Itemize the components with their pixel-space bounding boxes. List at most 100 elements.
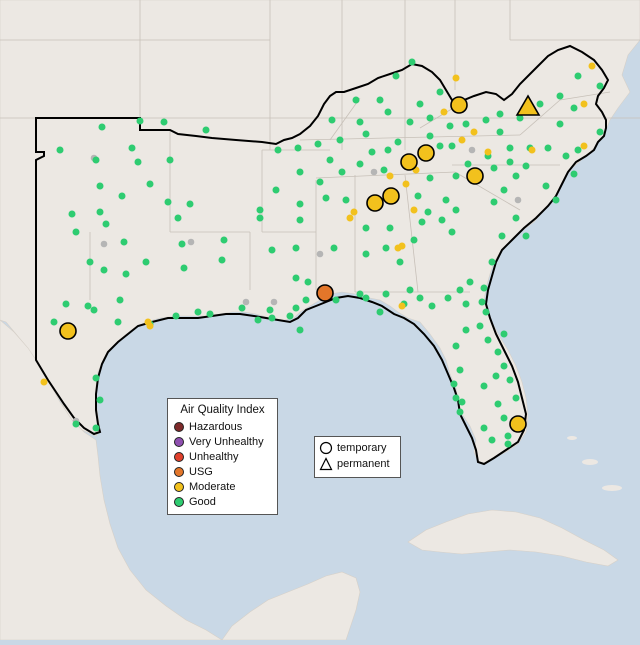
good-site[interactable] — [416, 294, 424, 302]
good-site[interactable] — [160, 118, 168, 126]
moderate-site[interactable] — [402, 180, 410, 188]
temporary-site-moderate[interactable] — [400, 153, 418, 171]
good-site[interactable] — [186, 200, 194, 208]
no-data-site[interactable] — [242, 298, 250, 306]
good-site[interactable] — [506, 144, 514, 152]
good-site[interactable] — [268, 246, 276, 254]
good-site[interactable] — [458, 398, 466, 406]
good-site[interactable] — [462, 326, 470, 334]
good-site[interactable] — [476, 322, 484, 330]
good-site[interactable] — [504, 432, 512, 440]
no-data-site[interactable] — [100, 240, 108, 248]
good-site[interactable] — [356, 290, 364, 298]
moderate-site[interactable] — [346, 214, 354, 222]
good-site[interactable] — [480, 284, 488, 292]
good-site[interactable] — [384, 108, 392, 116]
good-site[interactable] — [356, 118, 364, 126]
good-site[interactable] — [362, 224, 370, 232]
good-site[interactable] — [498, 232, 506, 240]
good-site[interactable] — [96, 182, 104, 190]
moderate-site[interactable] — [528, 146, 536, 154]
good-site[interactable] — [500, 362, 508, 370]
good-site[interactable] — [98, 123, 106, 131]
good-site[interactable] — [254, 316, 262, 324]
good-site[interactable] — [304, 278, 312, 286]
good-site[interactable] — [506, 158, 514, 166]
good-site[interactable] — [512, 172, 520, 180]
moderate-site[interactable] — [146, 322, 154, 330]
good-site[interactable] — [436, 88, 444, 96]
good-site[interactable] — [570, 170, 578, 178]
good-site[interactable] — [342, 196, 350, 204]
good-site[interactable] — [424, 208, 432, 216]
good-site[interactable] — [396, 258, 404, 266]
moderate-site[interactable] — [398, 302, 406, 310]
good-site[interactable] — [394, 138, 402, 146]
moderate-site[interactable] — [588, 62, 596, 70]
good-site[interactable] — [194, 308, 202, 316]
good-site[interactable] — [120, 238, 128, 246]
good-site[interactable] — [480, 382, 488, 390]
good-site[interactable] — [426, 132, 434, 140]
good-site[interactable] — [442, 196, 450, 204]
good-site[interactable] — [180, 264, 188, 272]
good-site[interactable] — [206, 310, 214, 318]
good-site[interactable] — [328, 116, 336, 124]
good-site[interactable] — [448, 228, 456, 236]
good-site[interactable] — [286, 312, 294, 320]
good-site[interactable] — [302, 296, 310, 304]
temporary-site-moderate[interactable] — [450, 96, 468, 114]
good-site[interactable] — [480, 424, 488, 432]
good-site[interactable] — [506, 376, 514, 384]
good-site[interactable] — [362, 294, 370, 302]
good-site[interactable] — [92, 156, 100, 164]
good-site[interactable] — [488, 258, 496, 266]
good-site[interactable] — [292, 274, 300, 282]
good-site[interactable] — [142, 258, 150, 266]
good-site[interactable] — [268, 314, 276, 322]
good-site[interactable] — [574, 72, 582, 80]
good-site[interactable] — [496, 110, 504, 118]
good-site[interactable] — [338, 168, 346, 176]
good-site[interactable] — [122, 270, 130, 278]
good-site[interactable] — [448, 142, 456, 150]
good-site[interactable] — [256, 206, 264, 214]
good-site[interactable] — [92, 374, 100, 382]
good-site[interactable] — [456, 286, 464, 294]
good-site[interactable] — [292, 244, 300, 252]
good-site[interactable] — [446, 122, 454, 130]
good-site[interactable] — [166, 156, 174, 164]
good-site[interactable] — [494, 400, 502, 408]
good-site[interactable] — [356, 160, 364, 168]
good-site[interactable] — [86, 258, 94, 266]
moderate-site[interactable] — [398, 242, 406, 250]
good-site[interactable] — [316, 178, 324, 186]
good-site[interactable] — [220, 236, 228, 244]
moderate-site[interactable] — [580, 142, 588, 150]
good-site[interactable] — [496, 128, 504, 136]
good-site[interactable] — [68, 210, 76, 218]
temporary-site-usg[interactable] — [316, 284, 334, 302]
moderate-site[interactable] — [410, 206, 418, 214]
good-site[interactable] — [352, 96, 360, 104]
good-site[interactable] — [332, 296, 340, 304]
good-site[interactable] — [406, 286, 414, 294]
good-site[interactable] — [452, 172, 460, 180]
temporary-site-moderate[interactable] — [417, 144, 435, 162]
good-site[interactable] — [410, 236, 418, 244]
good-site[interactable] — [444, 294, 452, 302]
good-site[interactable] — [556, 120, 564, 128]
good-site[interactable] — [504, 440, 512, 448]
good-site[interactable] — [482, 308, 490, 316]
good-site[interactable] — [314, 140, 322, 148]
good-site[interactable] — [522, 162, 530, 170]
good-site[interactable] — [96, 396, 104, 404]
good-site[interactable] — [456, 408, 464, 416]
good-site[interactable] — [492, 372, 500, 380]
good-site[interactable] — [272, 186, 280, 194]
good-site[interactable] — [452, 206, 460, 214]
good-site[interactable] — [452, 342, 460, 350]
good-site[interactable] — [266, 306, 274, 314]
good-site[interactable] — [556, 92, 564, 100]
